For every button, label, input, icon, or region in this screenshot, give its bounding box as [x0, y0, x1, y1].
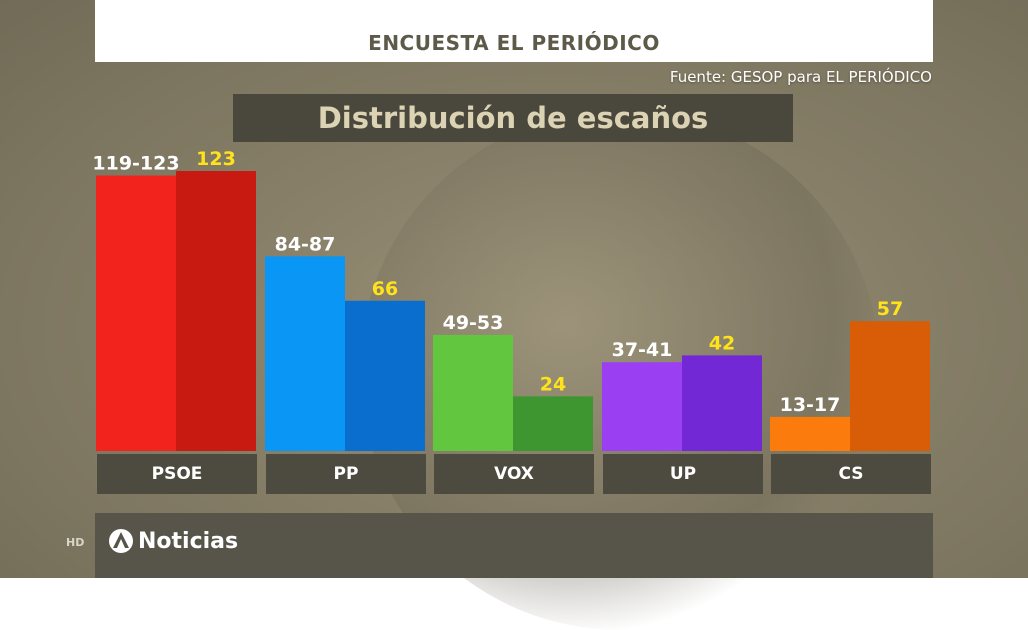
data-label-pp-2: 66: [372, 278, 398, 300]
data-label-psoe-1: 119-123: [92, 153, 179, 175]
data-label-up-1: 37-41: [612, 339, 673, 361]
category-label-psoe: PSOE: [97, 454, 257, 494]
bar-up-1: [602, 362, 682, 451]
category-label-pp: PP: [266, 454, 426, 494]
hd-badge: HD: [66, 536, 85, 549]
chart-title: Distribución de escaños: [233, 94, 793, 142]
category-label-vox: VOX: [434, 454, 594, 494]
data-label-cs-1: 13-17: [780, 394, 841, 416]
data-label-psoe-2: 123: [196, 148, 236, 170]
category-label-up: UP: [603, 454, 763, 494]
brand-label: Noticias: [138, 528, 239, 554]
data-label-vox-2: 24: [540, 373, 566, 395]
bar-vox-2: [513, 396, 593, 451]
bar-psoe-2: [176, 171, 256, 451]
bar-pp-1: [265, 256, 345, 451]
noticias-logo: Noticias: [108, 526, 238, 556]
data-label-cs-2: 57: [877, 298, 903, 320]
data-label-up-2: 42: [709, 332, 735, 354]
bar-vox-1: [433, 334, 513, 451]
antena3-logo-icon: [109, 529, 133, 553]
bar-up-2: [682, 355, 762, 451]
data-label-pp-1: 84-87: [275, 233, 336, 255]
header-band: [95, 0, 933, 62]
source-note: Fuente: GESOP para EL PERIÓDICO: [669, 68, 932, 86]
bar-cs-2: [850, 321, 930, 451]
category-label-cs: CS: [771, 454, 931, 494]
bar-cs-1: [770, 416, 850, 451]
survey-title: ENCUESTA EL PERIÓDICO: [368, 31, 660, 55]
bar-psoe-1: [96, 175, 176, 451]
footer-band: [95, 513, 933, 578]
data-label-vox-1: 49-53: [443, 312, 504, 334]
bar-pp-2: [345, 300, 425, 451]
bar-chart: 119-123 123 84-87 66 49-53 24 37-41 42 13-17 57: [92, 148, 930, 451]
